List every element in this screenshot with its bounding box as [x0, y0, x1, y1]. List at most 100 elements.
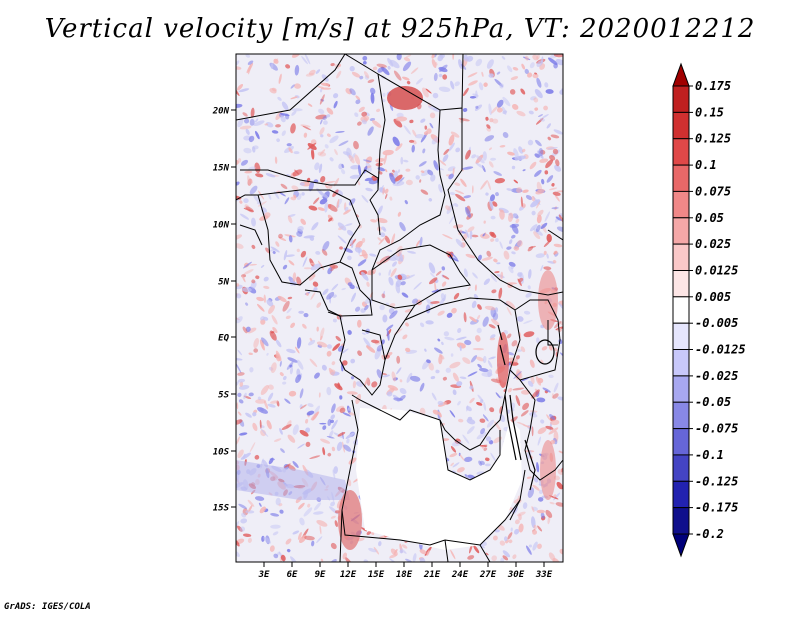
field-speckle	[292, 530, 300, 535]
field-speckle	[287, 296, 293, 300]
field-speckle	[452, 54, 455, 60]
field-speckle	[286, 548, 291, 553]
field-speckle	[422, 148, 426, 154]
field-speckle	[252, 145, 259, 150]
field-speckle	[449, 410, 456, 418]
field-speckle	[249, 185, 258, 195]
field-speckle	[358, 164, 362, 176]
colorbar-label: -0.025	[695, 369, 738, 383]
field-speckle	[406, 80, 411, 85]
field-speckle	[465, 149, 471, 160]
field-speckle	[378, 272, 382, 276]
field-speckle	[331, 403, 336, 414]
field-speckle	[402, 61, 412, 72]
field-speckle	[366, 531, 372, 535]
field-speckle	[427, 169, 434, 176]
field-speckle	[495, 192, 499, 197]
field-speckle	[405, 347, 411, 353]
field-speckle	[370, 87, 376, 95]
field-speckle	[355, 286, 360, 290]
field-speckle	[254, 454, 260, 460]
field-speckle	[489, 337, 496, 341]
field-speckle	[285, 254, 295, 258]
field-speckle	[485, 457, 490, 462]
field-speckle	[513, 148, 519, 159]
field-speckle	[384, 193, 388, 200]
field-speckle	[241, 287, 252, 293]
field-speckle	[357, 180, 361, 186]
field-speckle	[310, 411, 320, 421]
field-speckle	[483, 220, 486, 224]
field-speckle	[348, 198, 356, 206]
field-speckle	[467, 286, 471, 291]
field-speckle	[459, 345, 462, 352]
field-speckle	[546, 253, 549, 259]
field-speckle	[528, 269, 532, 279]
field-speckle	[320, 438, 331, 444]
field-speckle	[382, 149, 394, 156]
field-speckle	[431, 137, 439, 145]
field-speckle	[321, 74, 329, 82]
field-speckle	[499, 241, 503, 249]
field-speckle	[346, 229, 354, 236]
field-speckle	[534, 89, 543, 99]
field-speckle	[511, 223, 519, 234]
field-speckle	[537, 436, 541, 446]
field-speckle	[239, 526, 246, 532]
field-speckle	[236, 362, 242, 374]
field-speckle	[540, 264, 544, 272]
field-speckle	[508, 539, 513, 544]
field-speckle	[345, 88, 352, 95]
field-speckle	[513, 179, 518, 184]
field-speckle	[477, 394, 484, 402]
lat-label: 10S	[213, 448, 230, 458]
field-speckle	[555, 159, 560, 167]
field-speckle	[265, 121, 274, 128]
field-speckle	[526, 476, 532, 479]
field-speckle	[330, 515, 336, 519]
field-speckle	[458, 117, 470, 122]
field-speckle	[246, 327, 257, 334]
field-speckle	[506, 306, 512, 316]
field-speckle	[396, 367, 402, 375]
field-speckle	[528, 544, 532, 548]
field-speckle	[236, 103, 243, 108]
field-speckle	[350, 358, 356, 364]
field-speckle	[411, 144, 415, 153]
field-speckle	[522, 402, 530, 410]
field-speckle	[299, 430, 309, 437]
field-speckle	[518, 523, 524, 533]
field-speckle	[236, 539, 240, 547]
field-speckle	[433, 72, 438, 82]
field-speckle	[511, 103, 519, 110]
field-speckle	[278, 233, 283, 239]
field-speckle	[538, 497, 544, 502]
field-speckle	[420, 170, 425, 173]
field-speckle	[351, 71, 361, 78]
field-speckle	[471, 154, 477, 159]
field-speckle	[281, 101, 289, 111]
field-speckle	[482, 414, 489, 422]
field-speckle	[460, 63, 467, 70]
field-speckle	[397, 169, 401, 173]
field-speckle	[456, 342, 466, 349]
field-speckle	[419, 382, 425, 392]
field-speckle	[531, 506, 535, 513]
field-speckle	[418, 161, 427, 167]
field-speckle	[517, 240, 523, 247]
field-speckle	[318, 392, 321, 398]
field-speckle	[536, 397, 546, 403]
field-speckle	[296, 337, 302, 349]
field-speckle	[331, 361, 336, 366]
field-speckle	[254, 118, 259, 123]
colorbar-swatch	[672, 164, 690, 193]
field-speckle	[522, 169, 526, 172]
field-speckle	[346, 438, 350, 444]
field-speckle	[464, 339, 472, 346]
field-speckle	[287, 357, 298, 363]
field-speckle	[457, 327, 462, 334]
field-speckle	[482, 316, 489, 327]
field-speckle	[299, 404, 307, 410]
field-speckle	[244, 170, 253, 174]
